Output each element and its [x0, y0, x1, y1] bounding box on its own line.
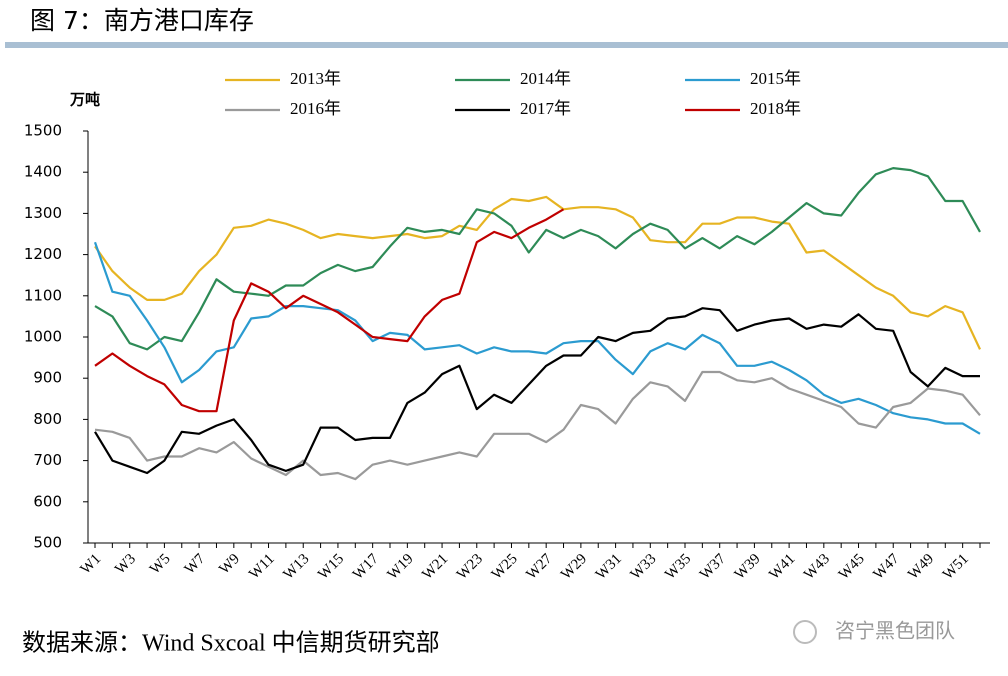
x-tick-label: W11 — [246, 551, 278, 583]
series-line — [94, 370, 981, 481]
series-line — [93, 241, 981, 435]
x-tick-label: W15 — [315, 551, 347, 583]
x-tick-label: W21 — [419, 551, 451, 583]
x-tick-label: W35 — [662, 551, 694, 583]
x-tick-label: W17 — [350, 551, 382, 583]
x-tick-label: W13 — [281, 551, 313, 583]
series-line — [94, 208, 565, 413]
legend-label: 2016年 — [290, 99, 341, 118]
y-tick-label: 800 — [33, 410, 62, 428]
y-tick-label: 1500 — [24, 122, 62, 140]
x-tick-label: W41 — [766, 551, 798, 583]
x-tick-label: W37 — [697, 551, 729, 583]
x-tick-label: W23 — [454, 551, 486, 583]
x-tick-label: W19 — [385, 551, 417, 583]
x-tick-label: W3 — [112, 551, 139, 578]
legend-label: 2015年 — [750, 69, 801, 88]
y-tick-label: 700 — [33, 451, 62, 469]
series-line — [94, 307, 980, 475]
chart-title: 图 7：南方港口库存 — [30, 6, 254, 35]
legend-label: 2017年 — [520, 99, 571, 118]
x-tick-label: W1 — [78, 551, 105, 578]
x-tick-label: W39 — [732, 551, 764, 583]
x-tick-label: W29 — [558, 551, 590, 583]
y-tick-label: 600 — [33, 492, 62, 510]
x-tick-label: W27 — [523, 551, 555, 583]
y-axis-label: 万吨 — [69, 91, 100, 109]
x-tick-label: W5 — [147, 551, 174, 578]
x-tick-label: W43 — [801, 551, 833, 583]
y-tick-label: 500 — [33, 534, 62, 552]
x-tick-label: W47 — [871, 551, 903, 583]
series-line — [94, 167, 981, 351]
y-tick-label: 1400 — [24, 163, 62, 181]
title-bar — [5, 42, 1008, 48]
x-tick-label: W31 — [593, 551, 625, 583]
y-tick-label: 1300 — [24, 204, 62, 222]
series-line — [94, 195, 981, 350]
legend-label: 2014年 — [520, 69, 571, 88]
legend-label: 2013年 — [290, 69, 341, 88]
legend-label: 2018年 — [750, 99, 801, 118]
x-tick-label: W51 — [940, 551, 972, 583]
x-tick-label: W25 — [489, 551, 521, 583]
y-tick-label: 1200 — [24, 245, 62, 263]
x-tick-label: W7 — [182, 551, 209, 578]
x-tick-label: W49 — [905, 551, 937, 583]
x-tick-label: W9 — [216, 551, 243, 578]
y-tick-label: 1100 — [24, 286, 62, 304]
y-tick-label: 900 — [33, 369, 62, 387]
watermark: 咨宁黑色团队 — [835, 619, 955, 643]
source: 数据来源：Wind Sxcoal 中信期货研究部 — [22, 630, 440, 657]
y-tick-label: 1000 — [24, 328, 62, 346]
x-tick-label: W45 — [836, 551, 868, 583]
watermark-icon — [793, 620, 817, 644]
x-tick-label: W33 — [628, 551, 660, 583]
